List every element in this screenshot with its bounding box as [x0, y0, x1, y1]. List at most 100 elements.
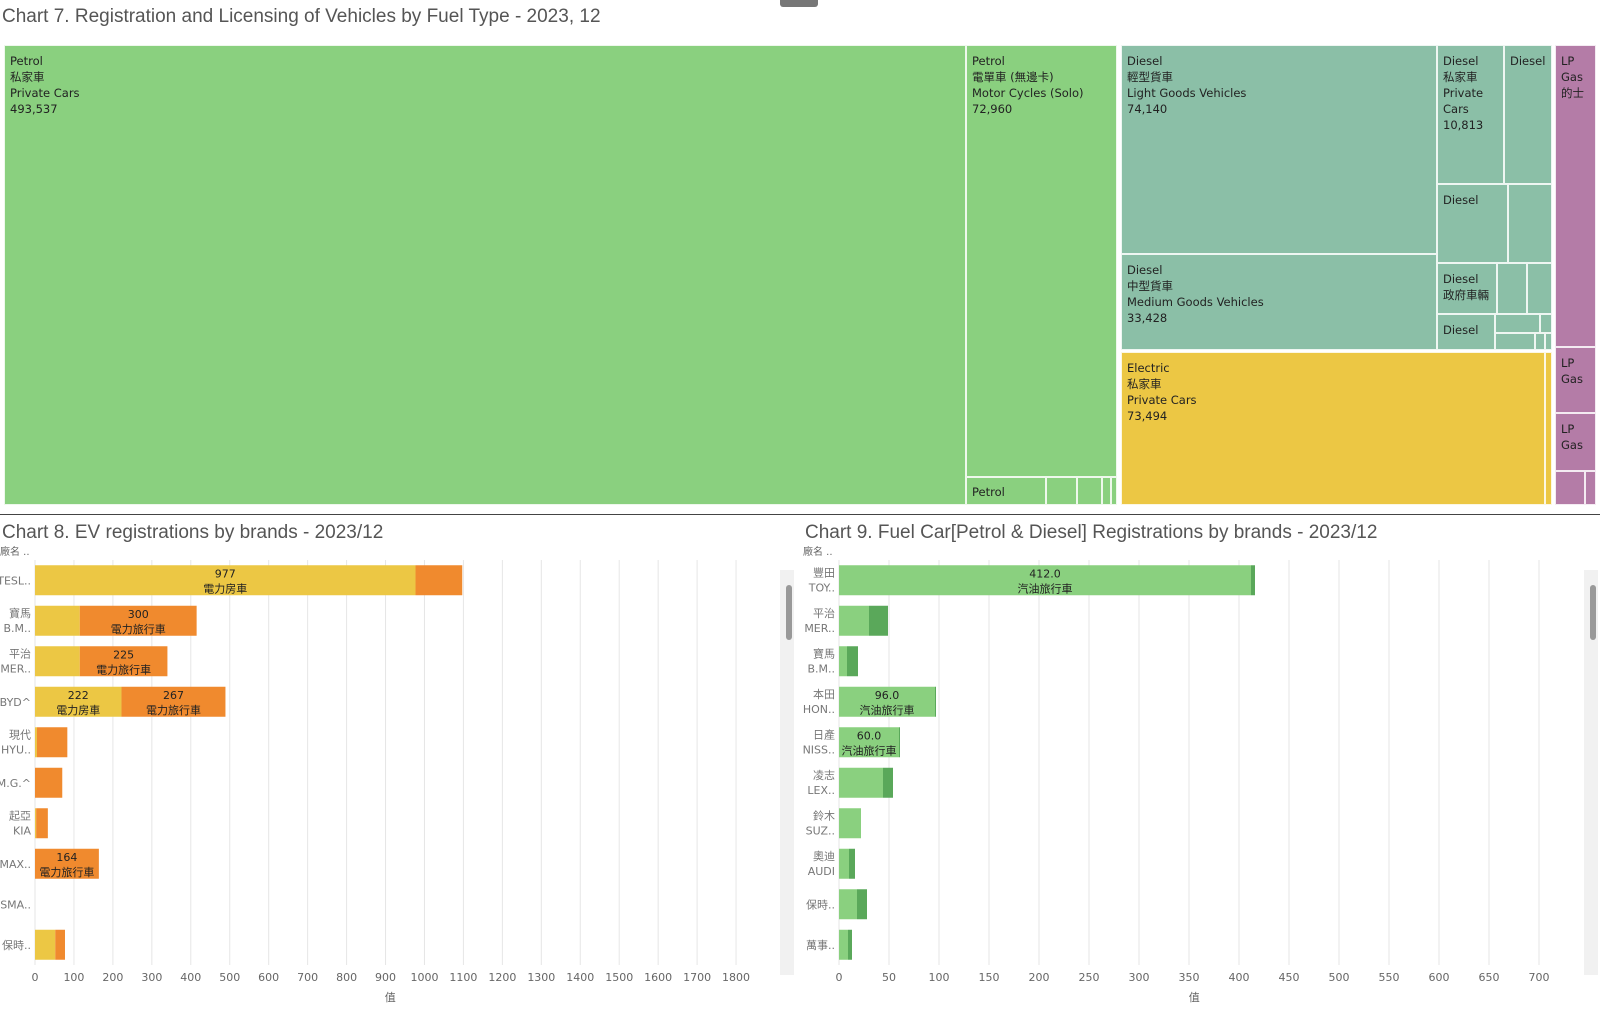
bar-segment[interactable] [839, 727, 899, 758]
x-tick-label: 150 [979, 971, 1000, 984]
bar-segment[interactable] [839, 646, 847, 677]
treemap-diesel-g2[interactable] [1497, 263, 1527, 314]
bar-segment[interactable] [35, 646, 80, 677]
bar-segment[interactable] [869, 605, 888, 636]
treemap-lpgas-e[interactable] [1585, 471, 1596, 505]
treemap-diesel-private-cars[interactable]: Diesel 私家車 Private Cars 10,813 [1437, 45, 1504, 184]
bar-segment[interactable] [35, 929, 56, 960]
chart9-scrollbar[interactable] [1590, 585, 1596, 640]
category-label: 萬事.. [806, 939, 835, 952]
treemap-label-line: 私家車 [1127, 377, 1162, 391]
treemap-diesel-c5[interactable] [1535, 333, 1545, 350]
bar-segment[interactable] [35, 767, 63, 798]
chart9-fuel-bar-chart: 廠名 .. 0 50 100 150 200 250 300 350 400 450 500 550 60… [803, 545, 1550, 1004]
treemap-diesel-c3[interactable] [1540, 314, 1552, 333]
treemap-diesel-light-goods[interactable]: Diesel 輕型貨車 Light Goods Vehicles 74,140 [1121, 45, 1437, 254]
treemap-diesel-b2[interactable] [1508, 184, 1552, 263]
bar-segment[interactable] [935, 686, 936, 717]
treemap-petrol-private-cars[interactable]: Petrol 私家車 Private Cars 493,537 [4, 45, 966, 505]
x-tick-label: 650 [1479, 971, 1500, 984]
bar-segment[interactable] [121, 686, 226, 717]
bar-segment[interactable] [849, 848, 855, 879]
bar-segment[interactable] [839, 808, 861, 839]
bar-segment[interactable] [839, 686, 935, 717]
category-label: MER.. [804, 622, 835, 635]
treemap-electric-private-cars[interactable]: Electric 私家車 Private Cars 73,494 [1121, 352, 1545, 505]
treemap-diesel-c6[interactable] [1545, 333, 1552, 350]
bar-series-label: 電力旅行車 [39, 865, 94, 879]
drag-handle[interactable] [780, 0, 818, 7]
bar-segment[interactable] [35, 848, 99, 879]
bar-value-label: 60.0 [857, 729, 882, 742]
x-tick-label: 500 [1329, 971, 1350, 984]
treemap-label-line: 73,494 [1127, 409, 1168, 423]
bar-segment[interactable] [35, 727, 37, 758]
bar-segment[interactable] [1251, 565, 1255, 596]
x-axis-label: 值 [1189, 991, 1200, 1004]
treemap-label-line: Electric [1127, 361, 1170, 375]
treemap-petrol-motorcycles[interactable]: Petrol 電單車 (無邊卡) Motor Cycles (Solo) 72,960 [966, 45, 1117, 477]
treemap-petrol-tiny-1[interactable] [1046, 477, 1077, 505]
bar-segment[interactable] [79, 646, 168, 677]
bar-segment[interactable] [415, 565, 463, 596]
chart9-title: Chart 9. Fuel Car[Petrol & Diesel] Regis… [805, 522, 1378, 543]
treemap-petrol-tiny-2[interactable] [1077, 477, 1102, 505]
bar-value-label: 96.0 [875, 689, 900, 702]
bar-segment[interactable] [839, 767, 883, 798]
bar-segment[interactable] [35, 808, 37, 839]
bar-segment[interactable] [35, 686, 122, 717]
treemap-lpgas-taxi[interactable]: LP Gas 的士 [1555, 45, 1596, 347]
treemap-diesel-c4[interactable] [1495, 333, 1535, 350]
bar-series-label: 電力房車 [56, 703, 100, 717]
treemap-petrol-tiny-3[interactable] [1102, 477, 1111, 505]
treemap-diesel-g3[interactable] [1527, 263, 1552, 314]
treemap-lpgas-b[interactable]: LP Gas [1555, 347, 1596, 413]
category-label: B.M.. [3, 622, 31, 635]
chart8-scrollbar[interactable] [786, 585, 792, 640]
bar-segment[interactable] [839, 929, 848, 960]
bar-segment[interactable] [35, 565, 416, 596]
category-label: BYD^ [0, 696, 31, 709]
bar-segment[interactable] [36, 727, 68, 758]
category-label: 鈴木 [813, 808, 835, 822]
bar-segment[interactable] [839, 605, 869, 636]
treemap-diesel-c[interactable]: Diesel [1437, 314, 1495, 350]
x-tick-label: 100 [929, 971, 950, 984]
bar-segment[interactable] [839, 889, 857, 920]
bar-series-label: 電力旅行車 [146, 703, 201, 717]
treemap-lpgas-d[interactable] [1555, 471, 1585, 505]
treemap-diesel-medium-goods[interactable]: Diesel 中型貨車 Medium Goods Vehicles 33,428 [1121, 254, 1437, 350]
treemap-label-line: 72,960 [972, 102, 1013, 116]
treemap-diesel-a[interactable]: Diesel [1504, 45, 1552, 184]
treemap-diesel-government[interactable]: Diesel 政府車輛 [1437, 263, 1497, 314]
category-label: 保時.. [806, 897, 835, 911]
bar-segment[interactable] [36, 808, 48, 839]
category-label: NISS.. [803, 743, 835, 756]
bar-segment[interactable] [839, 565, 1251, 596]
x-tick-label: 400 [180, 971, 201, 984]
treemap-petrol-small[interactable]: Petrol [966, 477, 1046, 505]
bar-segment[interactable] [847, 646, 858, 677]
bar-segment[interactable] [839, 848, 849, 879]
bar-segment[interactable] [899, 727, 900, 758]
bar-segment[interactable] [848, 929, 852, 960]
category-label: MAX.. [0, 858, 31, 871]
treemap-lpgas-c[interactable]: LP Gas [1555, 413, 1596, 471]
bar-segment[interactable] [883, 767, 893, 798]
bar-segment[interactable] [55, 929, 65, 960]
bar-segment[interactable] [35, 605, 80, 636]
treemap-diesel-c2[interactable] [1495, 314, 1540, 333]
treemap-diesel-b[interactable]: Diesel [1437, 184, 1508, 263]
treemap-label-line: Motor Cycles (Solo) [972, 86, 1084, 100]
chart8-scroll-track[interactable] [780, 570, 794, 975]
treemap-label-line: Diesel [1127, 54, 1163, 68]
x-tick-label: 1000 [410, 971, 438, 984]
category-label: 起亞 [9, 809, 31, 822]
treemap-petrol-tiny-4[interactable] [1111, 477, 1117, 505]
bar-segment[interactable] [857, 889, 867, 920]
treemap-electric-small[interactable] [1545, 352, 1552, 505]
bar-segment[interactable] [79, 605, 197, 636]
category-label: HON.. [803, 703, 835, 716]
chart9-scroll-track[interactable] [1584, 570, 1598, 975]
x-tick-label: 700 [1529, 971, 1550, 984]
